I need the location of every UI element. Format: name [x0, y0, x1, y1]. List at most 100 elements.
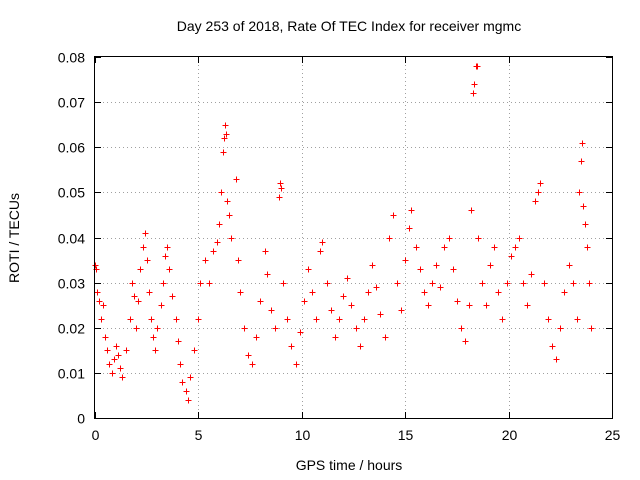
data-point: [191, 347, 198, 354]
data-point: [479, 280, 486, 287]
data-point: [425, 302, 432, 309]
data-point: [491, 244, 498, 251]
chart-title: Day 253 of 2018, Rate Of TEC Index for r…: [177, 18, 521, 34]
data-point: [475, 235, 482, 242]
data-point: [365, 289, 372, 296]
data-point: [377, 311, 384, 318]
data-point: [100, 302, 107, 309]
data-point: [340, 293, 347, 300]
data-point: [144, 257, 151, 264]
data-point: [579, 140, 586, 147]
data-point: [268, 307, 275, 314]
data-point: [183, 388, 190, 395]
data-point: [187, 374, 194, 381]
data-point: [257, 298, 264, 305]
y-tick-label: 0.06: [58, 140, 85, 156]
data-point: [408, 207, 415, 214]
axis-ticks: [95, 57, 613, 419]
data-point: [131, 293, 138, 300]
data-point: [133, 325, 140, 332]
data-point: [158, 302, 165, 309]
y-tick-label: 0.05: [58, 185, 85, 201]
data-point: [277, 180, 284, 187]
data-point: [576, 189, 583, 196]
y-tick-label: 0.02: [58, 321, 85, 337]
data-point: [150, 334, 157, 341]
y-tick-label: 0.03: [58, 276, 85, 292]
y-tick-label: 0.08: [58, 50, 85, 66]
y-tick-label: 0.04: [58, 231, 85, 247]
data-point: [421, 289, 428, 296]
data-point: [119, 374, 126, 381]
data-point: [390, 212, 397, 219]
data-point: [336, 316, 343, 323]
data-point: [532, 198, 539, 205]
data-point: [284, 316, 291, 323]
x-tick-label: 20: [502, 427, 518, 443]
data-point: [146, 289, 153, 296]
data-point: [249, 361, 256, 368]
data-point: [417, 266, 424, 273]
data-point: [549, 343, 556, 350]
data-point: [524, 302, 531, 309]
data-point: [235, 257, 242, 264]
data-point: [115, 352, 122, 359]
data-point: [344, 275, 351, 282]
data-point: [487, 262, 494, 269]
data-point: [398, 307, 405, 314]
data-point: [173, 316, 180, 323]
data-point: [508, 253, 515, 260]
data-point: [297, 329, 304, 336]
data-point: [218, 189, 225, 196]
data-point: [113, 343, 120, 350]
data-point: [233, 176, 240, 183]
data-point: [221, 135, 228, 142]
data-point: [429, 280, 436, 287]
data-point: [106, 361, 113, 368]
data-point: [353, 325, 360, 332]
data-point: [195, 316, 202, 323]
data-point: [433, 262, 440, 269]
data-point: [520, 280, 527, 287]
y-axis-label: ROTI / TECUs: [6, 193, 22, 283]
data-point: [537, 180, 544, 187]
data-point: [92, 262, 99, 269]
data-point: [309, 289, 316, 296]
data-point: [262, 248, 269, 255]
data-point: [288, 343, 295, 350]
data-point: [528, 271, 535, 278]
data-point: [369, 262, 376, 269]
data-point: [495, 289, 502, 296]
data-point: [237, 289, 244, 296]
data-point: [582, 221, 589, 228]
data-point: [245, 352, 252, 359]
data-point: [226, 212, 233, 219]
data-point: [441, 244, 448, 251]
data-point: [160, 280, 167, 287]
data-point: [319, 239, 326, 246]
data-point: [437, 284, 444, 291]
data-point: [357, 343, 364, 350]
data-point: [272, 325, 279, 332]
data-point: [462, 338, 469, 345]
data-point: [512, 244, 519, 251]
data-point: [140, 244, 147, 251]
data-point: [553, 356, 560, 363]
data-point: [253, 334, 260, 341]
data-point: [96, 298, 103, 305]
x-axis-label: GPS time / hours: [296, 457, 403, 473]
data-point: [458, 325, 465, 332]
y-tick-label: 0.07: [58, 95, 85, 111]
data-point: [129, 280, 136, 287]
data-point: [202, 257, 209, 264]
data-point: [324, 280, 331, 287]
x-tick-label: 25: [605, 427, 621, 443]
data-point: [175, 338, 182, 345]
data-point: [301, 298, 308, 305]
data-point: [561, 289, 568, 296]
data-point: [220, 149, 227, 156]
data-point: [454, 298, 461, 305]
data-point: [574, 316, 581, 323]
data-point: [470, 90, 477, 97]
data-point: [280, 280, 287, 287]
